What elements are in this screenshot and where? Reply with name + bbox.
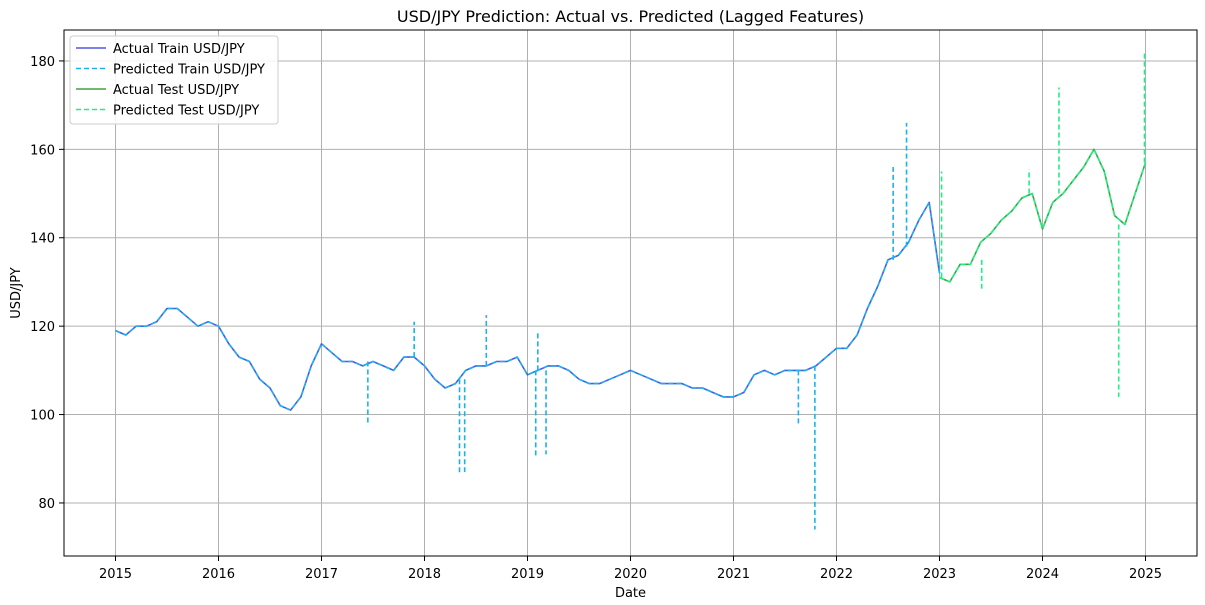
x-tick-label: 2017	[305, 567, 338, 582]
y-tick-label: 180	[30, 55, 55, 70]
legend-box	[69, 35, 279, 125]
y-tick-label: 100	[30, 409, 55, 424]
legend-label: Actual Test USD/JPY	[113, 83, 239, 98]
x-ticks: 2015 2016 2017 2018 2019 2020 2021 2022 2023 2024…	[99, 556, 1162, 582]
x-tick-label: 2020	[614, 567, 647, 582]
x-tick-label: 2025	[1129, 567, 1162, 582]
grid	[64, 30, 1197, 556]
series-line-predicted-test-usd-jpy	[939, 148, 1147, 283]
y-ticks: 80 100 120 140 160 180	[30, 55, 64, 512]
x-tick-label: 2019	[511, 567, 544, 582]
x-tick-label: 2018	[408, 567, 441, 582]
x-tick-label: 2023	[923, 567, 956, 582]
series-line-predicted-train-usd-jpy	[115, 201, 941, 411]
y-axis-title: USD/JPY	[9, 267, 24, 319]
chart-title: USD/JPY Prediction: Actual vs. Predicted…	[397, 7, 864, 26]
y-tick-label: 160	[30, 143, 55, 158]
x-tick-label: 2015	[99, 567, 132, 582]
x-tick-label: 2022	[820, 567, 853, 582]
x-tick-label: 2024	[1026, 567, 1059, 582]
x-tick-label: 2016	[202, 567, 235, 582]
legend-label: Predicted Test USD/JPY	[113, 104, 259, 119]
y-tick-label: 80	[38, 497, 55, 512]
y-tick-label: 120	[30, 320, 55, 335]
y-tick-label: 140	[30, 232, 55, 247]
legend-label: Predicted Train USD/JPY	[113, 63, 265, 78]
series-layer	[115, 52, 1147, 530]
legend: Actual Train USD/JPY Predicted Train USD/…	[69, 35, 279, 125]
x-tick-label: 2021	[717, 567, 750, 582]
x-axis-title: Date	[615, 586, 646, 601]
legend-label: Actual Train USD/JPY	[113, 42, 245, 57]
